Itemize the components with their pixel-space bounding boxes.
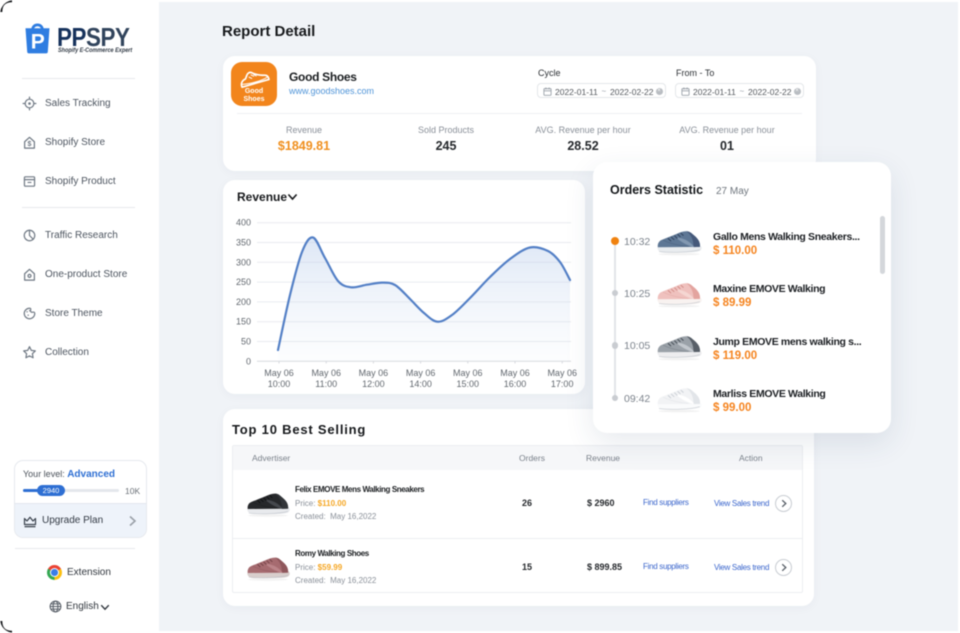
svg-text:0: 0 (246, 356, 251, 366)
svg-text:17:00: 17:00 (551, 379, 574, 389)
svg-text:16:00: 16:00 (504, 379, 527, 389)
svg-text:May 06: May 06 (406, 368, 436, 378)
svg-text:400: 400 (236, 218, 251, 228)
svg-text:12:00: 12:00 (362, 379, 385, 389)
svg-text:May 06: May 06 (359, 368, 389, 378)
svg-text:250: 250 (236, 277, 251, 287)
svg-text:300: 300 (236, 257, 251, 267)
svg-text:200: 200 (236, 297, 251, 307)
svg-text:P: P (31, 31, 45, 54)
svg-text:10:00: 10:00 (268, 379, 291, 389)
svg-text:11:00: 11:00 (315, 379, 337, 389)
svg-text:15:00: 15:00 (457, 379, 480, 389)
svg-text:May 06: May 06 (547, 368, 577, 378)
svg-text:50: 50 (241, 337, 251, 347)
svg-text:May 06: May 06 (311, 368, 341, 378)
svg-text:350: 350 (236, 238, 251, 248)
svg-text:May 06: May 06 (500, 368, 530, 378)
svg-text:150: 150 (236, 317, 251, 327)
svg-text:$: $ (28, 141, 32, 148)
svg-text:14:00: 14:00 (409, 379, 432, 389)
svg-text:May 06: May 06 (453, 368, 483, 378)
svg-text:May 06: May 06 (264, 368, 294, 378)
